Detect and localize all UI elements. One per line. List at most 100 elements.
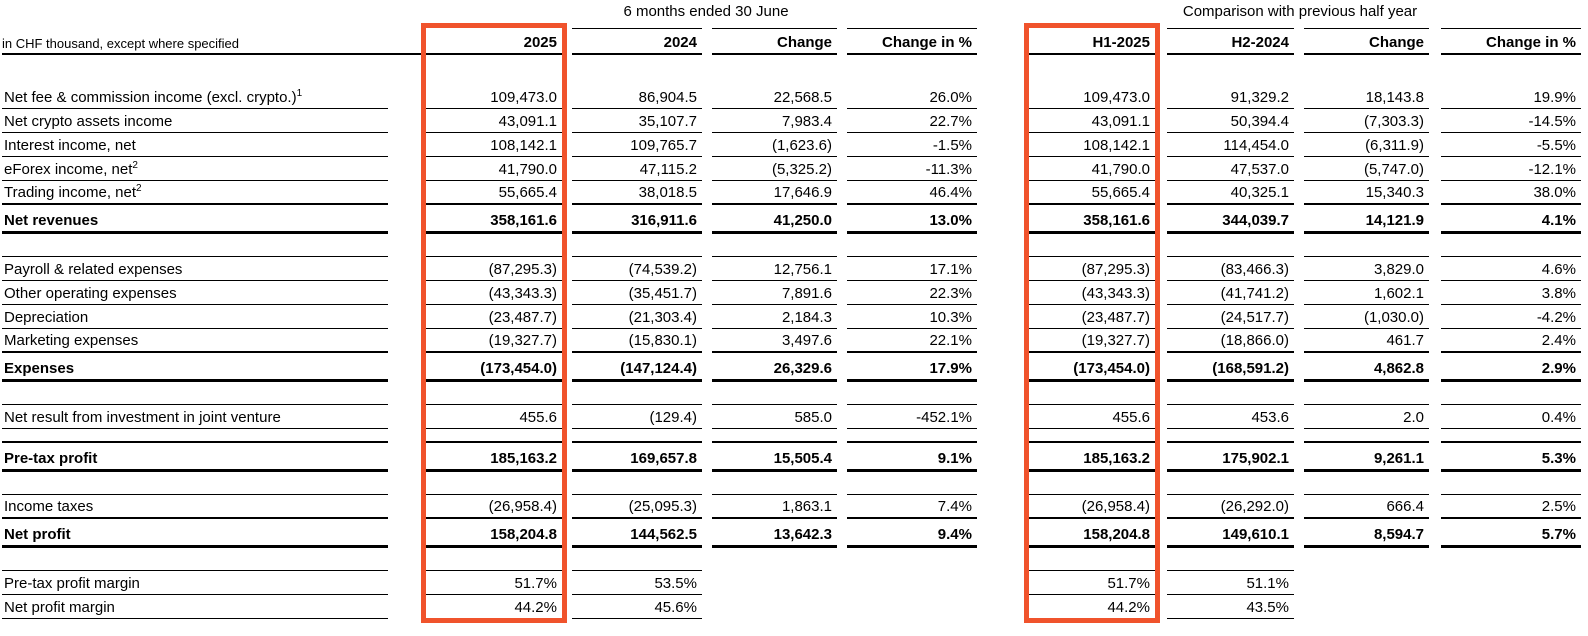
cell-c8 <box>1441 570 1581 594</box>
cell-c2: 45.6% <box>572 594 702 619</box>
cell-c5: (19,327.7) <box>1029 328 1155 353</box>
cell-c7: 15,340.3 <box>1304 180 1429 205</box>
row-label: Net revenues <box>2 203 388 234</box>
cell-c5 <box>1029 470 1155 495</box>
cell-c7: 18,143.8 <box>1304 84 1429 109</box>
cell-c2 <box>572 428 702 443</box>
cell-c3 <box>712 546 837 570</box>
cell-c6: 91,329.2 <box>1167 84 1294 109</box>
cell-c7 <box>1304 594 1429 618</box>
row-label: eForex income, net2 <box>2 156 388 181</box>
cell-c3 <box>712 428 837 443</box>
table-row: Depreciation (23,487.7) (21,303.4) 2,184.3 1… <box>2 304 1581 329</box>
cell-c5: 51.7% <box>1029 570 1155 595</box>
cell-c5: 158,204.8 <box>1029 517 1155 548</box>
cell-c2 <box>572 54 702 84</box>
cell-c4 <box>847 380 977 405</box>
cell-c1: (43,343.3) <box>426 280 562 305</box>
cell-c1: 109,473.0 <box>426 84 562 109</box>
cell-c8: -4.2% <box>1441 304 1581 329</box>
cell-c8 <box>1441 546 1581 570</box>
row-label <box>2 380 388 405</box>
cell-c2: 86,904.5 <box>572 84 702 109</box>
cell-c4 <box>847 594 977 618</box>
cell-c3: 1,863.1 <box>712 494 837 519</box>
cell-c3: (1,623.6) <box>712 132 837 157</box>
cell-c4: 9.1% <box>847 441 977 472</box>
cell-c3: 2,184.3 <box>712 304 837 329</box>
cell-c4: 22.7% <box>847 108 977 133</box>
cell-c3 <box>712 232 837 257</box>
group-spacer-cell <box>2 4 426 28</box>
cell-c2: 109,765.7 <box>572 132 702 157</box>
cell-c8: 2.5% <box>1441 494 1581 519</box>
cell-c3: 41,250.0 <box>712 203 837 234</box>
cell-c5 <box>1029 428 1155 443</box>
cell-c7: (5,747.0) <box>1304 156 1429 181</box>
table-row: Net profit margin 44.2% 45.6% 44.2% 43.5% <box>2 594 1581 619</box>
cell-c1: (19,327.7) <box>426 328 562 353</box>
table-row: Marketing expenses (19,327.7) (15,830.1) 3,… <box>2 328 1581 353</box>
cell-c3: 7,891.6 <box>712 280 837 305</box>
cell-c1: (26,958.4) <box>426 494 562 519</box>
cell-c7 <box>1304 570 1429 594</box>
cell-c4: 26.0% <box>847 84 977 109</box>
cell-c8 <box>1441 380 1581 405</box>
cell-c2: 316,911.6 <box>572 203 702 234</box>
cell-c8: 0.4% <box>1441 404 1581 429</box>
cell-c7: (1,030.0) <box>1304 304 1429 329</box>
cell-c6: (168,591.2) <box>1167 351 1294 382</box>
cell-c4: 17.1% <box>847 256 977 281</box>
cell-c5: (26,958.4) <box>1029 494 1155 519</box>
units-note: in CHF thousand, except where specified <box>2 28 426 55</box>
cell-c3 <box>712 594 837 618</box>
cell-c6: 50,394.4 <box>1167 108 1294 133</box>
cell-c4: 13.0% <box>847 203 977 234</box>
cell-c5: 185,163.2 <box>1029 441 1155 472</box>
row-label: Net fee & commission income (excl. crypt… <box>2 84 388 109</box>
cell-c4: 22.3% <box>847 280 977 305</box>
cell-c4 <box>847 546 977 570</box>
cell-c6: 47,537.0 <box>1167 156 1294 181</box>
cell-c4: 46.4% <box>847 180 977 205</box>
cell-c2: 47,115.2 <box>572 156 702 181</box>
cell-c6: 43.5% <box>1167 594 1294 619</box>
spacer-row <box>2 232 1581 257</box>
cell-c8: 5.7% <box>1441 517 1581 548</box>
group-header-left: 6 months ended 30 June <box>623 3 789 20</box>
cell-c6 <box>1167 232 1294 257</box>
cell-c2 <box>572 546 702 571</box>
cell-c8: -14.5% <box>1441 108 1581 133</box>
row-label: Depreciation <box>2 304 388 329</box>
cell-c3: 585.0 <box>712 404 837 429</box>
cell-c5: 108,142.1 <box>1029 132 1155 157</box>
cell-c6: (83,466.3) <box>1167 256 1294 281</box>
cell-c8: 4.6% <box>1441 256 1581 281</box>
cell-c8: 3.8% <box>1441 280 1581 305</box>
cell-c3: 15,505.4 <box>712 441 837 472</box>
cell-c8: 19.9% <box>1441 84 1581 109</box>
cell-c5: 358,161.6 <box>1029 203 1155 234</box>
row-label: Net profit <box>2 517 388 548</box>
cell-c2: 38,018.5 <box>572 180 702 205</box>
group-header-right: Comparison with previous half year <box>1182 3 1418 20</box>
cell-c5: 44.2% <box>1029 594 1155 619</box>
cell-c8 <box>1441 594 1581 618</box>
cell-c1: 108,142.1 <box>426 132 562 157</box>
cell-c2 <box>572 232 702 257</box>
cell-c7 <box>1304 232 1429 257</box>
row-label: Income taxes <box>2 494 388 519</box>
cell-c3 <box>712 54 837 84</box>
cell-c2 <box>572 380 702 405</box>
cell-c8: 2.9% <box>1441 351 1581 382</box>
cell-c5: (43,343.3) <box>1029 280 1155 305</box>
row-label: Other operating expenses <box>2 280 388 305</box>
row-label <box>2 470 388 495</box>
row-label: Pre-tax profit margin <box>2 570 388 595</box>
col-header-change: Change <box>712 28 837 55</box>
footnote-marker: 2 <box>132 159 138 171</box>
cell-c6 <box>1167 470 1294 495</box>
spacer-row <box>2 380 1581 405</box>
cell-c5: (87,295.3) <box>1029 256 1155 281</box>
